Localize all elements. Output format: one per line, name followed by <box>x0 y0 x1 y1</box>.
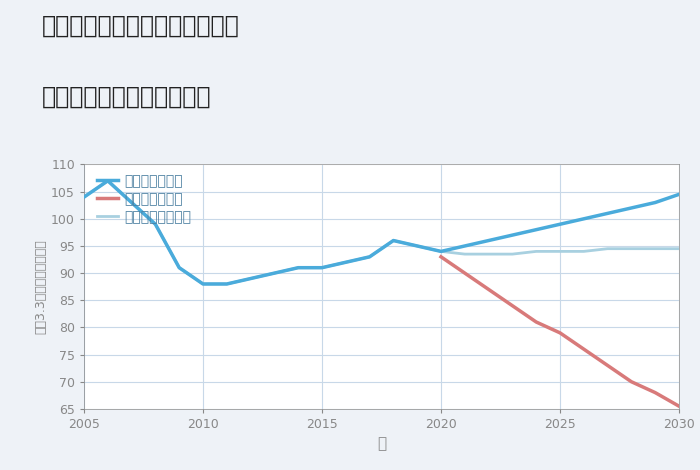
ノーマルシナリオ <box>603 246 612 251</box>
ノーマルシナリオ <box>127 200 136 205</box>
グッドシナリオ <box>318 265 326 271</box>
バッドシナリオ <box>461 270 469 276</box>
グッドシナリオ <box>437 249 445 254</box>
バッドシナリオ <box>675 403 683 409</box>
バッドシナリオ <box>627 379 636 384</box>
ノーマルシナリオ <box>342 259 350 265</box>
ノーマルシナリオ <box>199 281 207 287</box>
ノーマルシナリオ <box>318 265 326 271</box>
グッドシナリオ <box>508 232 517 238</box>
ノーマルシナリオ <box>104 178 112 184</box>
Line: グッドシナリオ: グッドシナリオ <box>84 181 679 284</box>
ノーマルシナリオ <box>246 276 255 282</box>
ノーマルシナリオ <box>223 281 231 287</box>
バッドシナリオ <box>532 319 540 325</box>
Line: バッドシナリオ: バッドシナリオ <box>441 257 679 406</box>
バッドシナリオ <box>484 287 493 292</box>
ノーマルシナリオ <box>151 221 160 227</box>
Line: ノーマルシナリオ: ノーマルシナリオ <box>84 181 679 284</box>
ノーマルシナリオ <box>80 194 88 200</box>
グッドシナリオ <box>484 238 493 243</box>
グッドシナリオ <box>365 254 374 259</box>
グッドシナリオ <box>603 211 612 216</box>
グッドシナリオ <box>104 178 112 184</box>
グッドシナリオ <box>675 192 683 197</box>
X-axis label: 年: 年 <box>377 437 386 452</box>
グッドシナリオ <box>80 194 88 200</box>
グッドシナリオ <box>461 243 469 249</box>
ノーマルシナリオ <box>651 246 659 251</box>
バッドシナリオ <box>437 254 445 259</box>
グッドシナリオ <box>556 221 564 227</box>
ノーマルシナリオ <box>413 243 421 249</box>
グッドシナリオ <box>151 221 160 227</box>
ノーマルシナリオ <box>580 249 588 254</box>
Text: 三重県桑名市長島町源部外面の: 三重県桑名市長島町源部外面の <box>42 14 239 38</box>
ノーマルシナリオ <box>437 249 445 254</box>
ノーマルシナリオ <box>175 265 183 271</box>
バッドシナリオ <box>508 303 517 308</box>
グッドシナリオ <box>580 216 588 222</box>
グッドシナリオ <box>127 200 136 205</box>
Text: 中古マンションの価格推移: 中古マンションの価格推移 <box>42 85 211 109</box>
グッドシナリオ <box>270 270 279 276</box>
ノーマルシナリオ <box>461 251 469 257</box>
ノーマルシナリオ <box>675 246 683 251</box>
Legend: グッドシナリオ, バッドシナリオ, ノーマルシナリオ: グッドシナリオ, バッドシナリオ, ノーマルシナリオ <box>97 174 192 224</box>
ノーマルシナリオ <box>294 265 302 271</box>
ノーマルシナリオ <box>365 254 374 259</box>
バッドシナリオ <box>556 330 564 336</box>
ノーマルシナリオ <box>270 270 279 276</box>
ノーマルシナリオ <box>532 249 540 254</box>
グッドシナリオ <box>627 205 636 211</box>
グッドシナリオ <box>223 281 231 287</box>
グッドシナリオ <box>651 200 659 205</box>
グッドシナリオ <box>532 227 540 233</box>
ノーマルシナリオ <box>556 249 564 254</box>
ノーマルシナリオ <box>508 251 517 257</box>
グッドシナリオ <box>389 238 398 243</box>
グッドシナリオ <box>294 265 302 271</box>
バッドシナリオ <box>603 363 612 368</box>
ノーマルシナリオ <box>484 251 493 257</box>
ノーマルシナリオ <box>389 238 398 243</box>
ノーマルシナリオ <box>627 246 636 251</box>
バッドシナリオ <box>651 390 659 395</box>
グッドシナリオ <box>413 243 421 249</box>
グッドシナリオ <box>246 276 255 282</box>
Y-axis label: 坪（3.3㎡）単価（万円）: 坪（3.3㎡）単価（万円） <box>34 239 47 334</box>
グッドシナリオ <box>175 265 183 271</box>
グッドシナリオ <box>199 281 207 287</box>
バッドシナリオ <box>580 346 588 352</box>
グッドシナリオ <box>342 259 350 265</box>
